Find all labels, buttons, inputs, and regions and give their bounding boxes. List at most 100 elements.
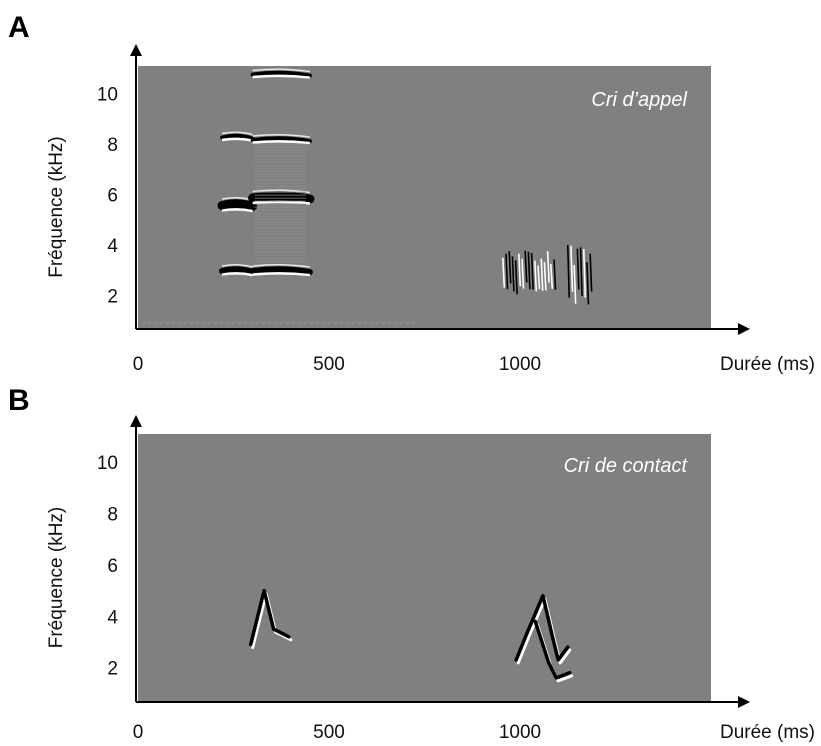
noise-floor-dot (363, 321, 368, 325)
noise-stroke (576, 248, 580, 290)
chirp-trace (533, 619, 572, 680)
harmonic-band-dark (217, 199, 258, 212)
noise-floor-dot (297, 321, 302, 325)
noise-floor-dot (303, 321, 308, 325)
panel-letter: A (8, 11, 30, 44)
noise-floor-dot (243, 321, 248, 325)
harmonic-band-dark (219, 266, 256, 276)
chirp (533, 619, 574, 683)
noise-stroke (534, 260, 538, 292)
noise-floor-dot (369, 321, 374, 325)
harmonic-band-rim (252, 68, 311, 73)
call-type-label: Cri d’appel (591, 89, 687, 111)
noise-stroke (550, 263, 554, 289)
noise-stroke (566, 245, 571, 298)
chirp (248, 588, 293, 649)
spectrogram-background (138, 434, 711, 701)
noise-stroke (514, 260, 518, 295)
harmonic-band-light (221, 137, 253, 142)
noise-stroke (527, 251, 531, 290)
panel-b: B Cri de contact 10 8 6 4 2 0 500 1000 Durée (ms) F… (8, 384, 815, 743)
spectrogram-background (138, 66, 711, 328)
noise-floor-dot (279, 321, 284, 325)
noise-stroke (582, 248, 587, 298)
y-tick-label: 2 (107, 286, 118, 307)
x-tick-label: 500 (313, 722, 345, 743)
noise-floor-dot (381, 321, 386, 325)
noise-stroke (579, 247, 583, 297)
noise-stroke (502, 257, 506, 288)
x-axis-title: Durée (ms) (720, 354, 815, 375)
noise-floor-dot (171, 321, 176, 325)
x-axis-arrow (738, 323, 750, 335)
noise-floor-dot (387, 321, 392, 325)
noise-stroke (573, 265, 577, 304)
harmonic-stack (248, 68, 315, 277)
noise-floor-dot (231, 321, 236, 325)
noise-stroke (524, 250, 528, 283)
noise-stroke (505, 253, 509, 290)
noise-floor-dot (141, 321, 146, 325)
noise-floor-dot (273, 321, 278, 325)
noise-stroke (518, 253, 522, 287)
noise-stroke (537, 265, 541, 290)
noise-floor-dot (357, 321, 362, 325)
harmonic-band-rim (221, 264, 253, 268)
noise-floor-dot (237, 321, 242, 325)
noise-floor-dot (201, 321, 206, 325)
noise-stroke (540, 258, 544, 291)
x-tick-label: 500 (313, 354, 345, 375)
noise-stroke (543, 262, 547, 291)
y-tick-label: 10 (97, 85, 118, 106)
noise-floor (141, 321, 416, 325)
y-tick-label: 2 (107, 659, 118, 680)
noise-stroke (586, 262, 590, 305)
noise-floor-dot (351, 321, 356, 325)
x-tick-label: 0 (133, 722, 144, 743)
harmonic-band-light (252, 200, 311, 205)
harmonic-band-light (252, 140, 311, 145)
noise-floor-dot (159, 321, 164, 325)
noise-stroke (589, 253, 593, 292)
noise-floor-dot (183, 321, 188, 325)
panel-letter: B (8, 384, 30, 417)
noise-floor-dot (207, 321, 212, 325)
noise-stroke (570, 245, 574, 292)
noise-floor-dot (195, 321, 200, 325)
harmonic-band-light (221, 272, 253, 277)
harmonic-band-light (252, 272, 311, 277)
y-axis-title: Fréquence (kHz) (46, 136, 67, 278)
noise-floor-dot (267, 321, 272, 325)
y-tick-label: 8 (107, 135, 118, 156)
noise-stroke (546, 251, 550, 283)
y-tick-label: 10 (97, 453, 118, 474)
noise-floor-dot (177, 321, 182, 325)
noise-floor-dot (261, 321, 266, 325)
panel-a: A Cri d’appel 10 8 6 4 2 0 500 1000 Durée (ms) Fréq… (8, 11, 815, 375)
noise-floor-dot (225, 321, 230, 325)
noise-floor-dot (147, 321, 152, 325)
noise-floor-dot (321, 321, 326, 325)
noise-floor-dot (339, 321, 344, 325)
noise-stroke (530, 252, 534, 290)
noise-floor-dot (405, 321, 410, 325)
y-axis-arrow (130, 44, 142, 56)
chirp-trace (514, 593, 570, 662)
noise-stroke (553, 259, 557, 290)
harmonic-band-dark (248, 191, 315, 204)
harmonic-band-dark (250, 136, 312, 144)
noise-floor-dot (189, 321, 194, 325)
noise-floor-dot (399, 321, 404, 325)
y-tick-label: 4 (107, 607, 118, 628)
noise-burst (502, 250, 557, 295)
harmonic-band-rim (252, 134, 311, 138)
noise-floor-dot (153, 321, 158, 325)
x-tick-label: 1000 (499, 354, 541, 375)
x-axis-arrow (738, 696, 750, 708)
y-tick-label: 4 (107, 236, 118, 257)
noise-floor-dot (375, 321, 380, 325)
harmonic-band-dark (249, 266, 313, 276)
y-tick-label: 6 (107, 556, 118, 577)
y-axis-title: Fréquence (kHz) (46, 507, 67, 649)
